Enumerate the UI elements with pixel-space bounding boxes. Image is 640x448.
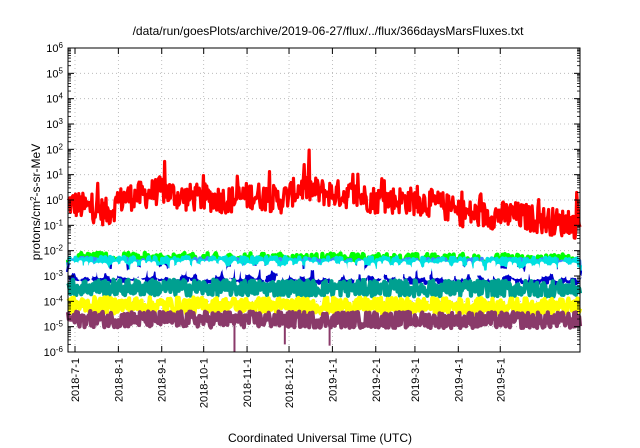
chart-title: /data/run/goesPlots/archive/2019-06-27/f…: [133, 24, 525, 38]
y-tick-label: 102: [46, 142, 63, 157]
y-tick-label: 10-1: [44, 218, 64, 233]
x-tick-label: 2018-12-1: [284, 358, 296, 408]
y-tick-label: 106: [46, 41, 63, 56]
y-tick-label-exponent: -6: [56, 345, 64, 354]
y-tick-label-exponent: -3: [56, 269, 64, 278]
y-axis-title-suffix: -s-sr-MeV: [29, 144, 43, 197]
y-tick-label-base: 10: [46, 68, 58, 80]
y-tick-label-base: 10: [44, 246, 56, 258]
x-tick-label: 2018-11-1: [242, 358, 254, 407]
y-tick-label-base: 10: [44, 347, 56, 359]
x-tick-label: 2018-8-1: [113, 358, 125, 402]
y-tick-label: 10-2: [44, 243, 64, 258]
y-tick-label-exponent: 3: [59, 117, 64, 126]
y-tick-label-exponent: -5: [56, 319, 64, 328]
y-tick-label-exponent: -4: [56, 294, 64, 303]
y-tick-label-exponent: 6: [59, 41, 64, 50]
y-tick-label-base: 10: [44, 322, 56, 334]
y-tick-label-base: 10: [46, 144, 58, 156]
series-line: [66, 148, 582, 240]
y-axis-title-superscript: 2: [29, 196, 38, 201]
y-tick-label: 105: [46, 66, 63, 81]
y-tick-label: 10-6: [44, 345, 64, 360]
y-tick-label-exponent: 4: [59, 91, 64, 100]
y-axis-ticks: 10610510410310210110010-110-210-310-410-…: [44, 41, 580, 360]
y-tick-label-base: 10: [46, 43, 58, 55]
y-tick-label-base: 10: [46, 195, 58, 207]
x-tick-label: 2018-9-1: [157, 358, 169, 402]
y-tick-label: 10-5: [44, 319, 64, 334]
y-axis-title-prefix: protons/cm: [29, 201, 43, 260]
y-tick-label-base: 10: [44, 271, 56, 283]
x-tick-label: 2019-2-1: [371, 358, 383, 402]
x-axis-title: Coordinated Universal Time (UTC): [228, 431, 412, 445]
series-layer: [65, 148, 583, 352]
x-tick-label: 2019-1-1: [327, 358, 339, 402]
series-line: [66, 259, 582, 282]
y-tick-label-base: 10: [44, 296, 56, 308]
y-tick-label-exponent: 1: [59, 167, 64, 176]
y-tick-label-base: 10: [44, 220, 56, 232]
y-tick-label-exponent: 2: [59, 142, 64, 151]
x-axis-ticks: 2018-7-1 2018-8-1 2018-9-1 2018-10-1 2018-11…: [70, 48, 507, 408]
y-tick-label: 100: [46, 193, 63, 208]
x-tick-label: 2018-7-1: [70, 358, 82, 402]
y-tick-label-base: 10: [46, 170, 58, 182]
y-tick-label-exponent: -1: [56, 218, 64, 227]
x-tick-label: 2018-10-1: [199, 358, 211, 408]
y-tick-label: 10-4: [44, 294, 64, 309]
y-tick-label-exponent: -2: [56, 243, 64, 252]
y-tick-label: 101: [46, 167, 63, 182]
y-tick-label-base: 10: [46, 119, 58, 131]
y-tick-label-exponent: 0: [59, 193, 64, 202]
y-tick-label: 10-3: [44, 269, 64, 284]
y-tick-label-base: 10: [46, 94, 58, 106]
y-tick-label-exponent: 5: [59, 66, 64, 75]
x-tick-label: 2019-5-1: [495, 358, 507, 402]
x-tick-label: 2019-4-1: [453, 358, 465, 402]
y-tick-label: 104: [46, 91, 63, 106]
series-line: [66, 295, 583, 317]
x-tick-label: 2019-3-1: [410, 358, 422, 402]
y-tick-label: 103: [46, 117, 63, 132]
series-line: [66, 277, 583, 299]
y-axis-title: protons/cm2-s-sr-MeV: [29, 144, 44, 260]
series-line: [65, 309, 583, 331]
